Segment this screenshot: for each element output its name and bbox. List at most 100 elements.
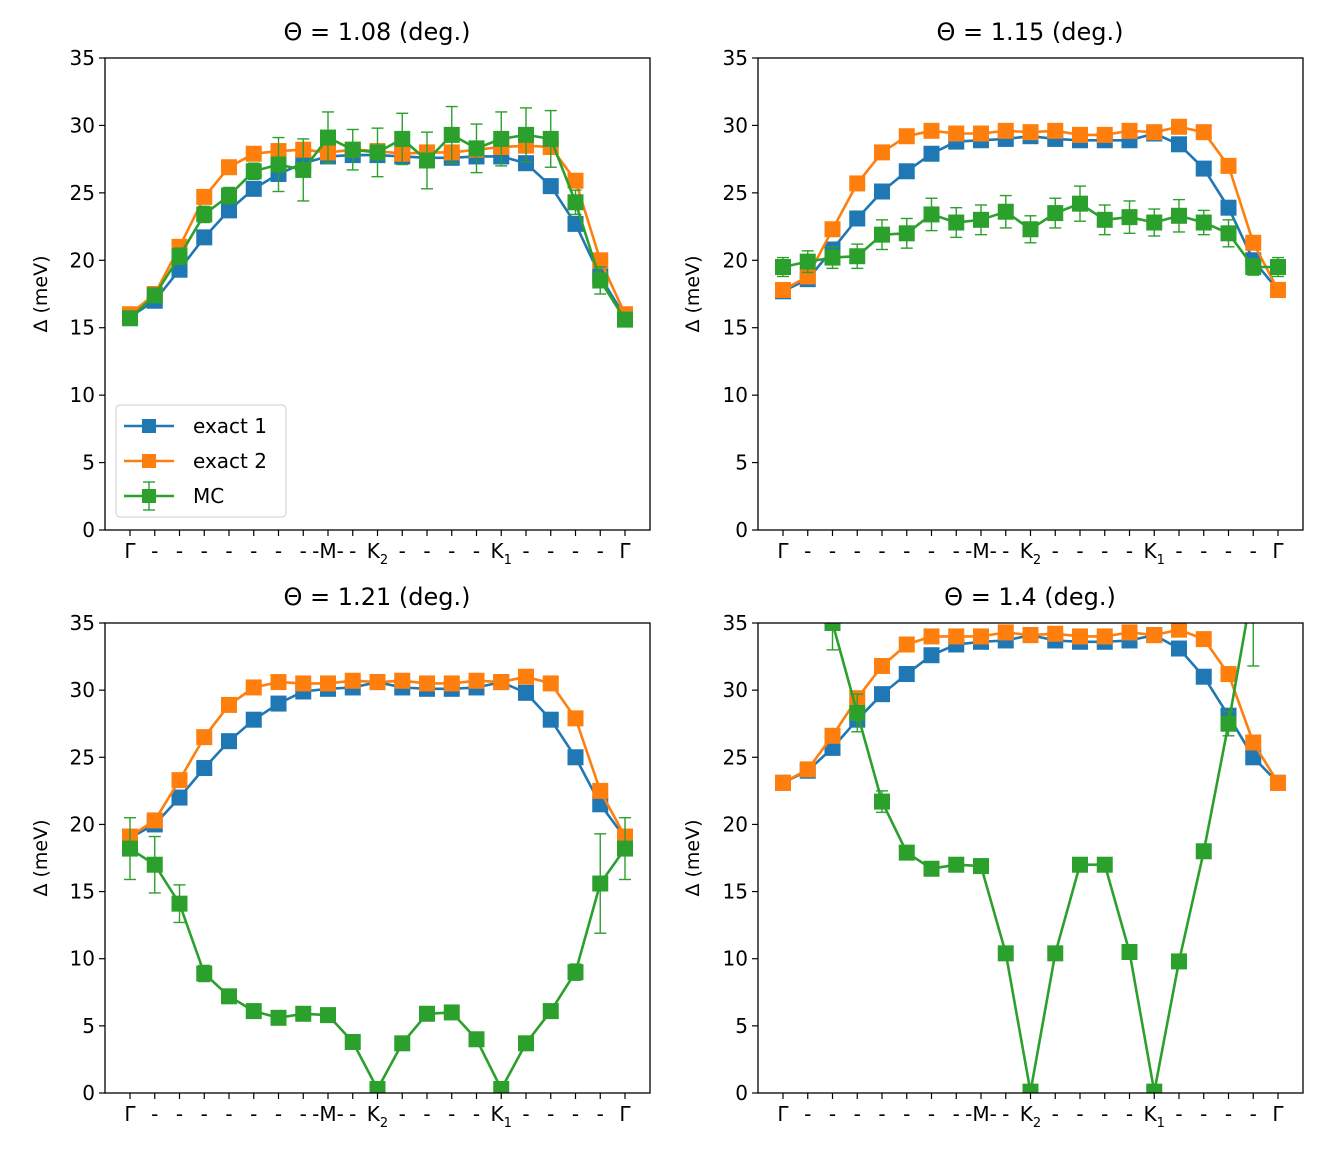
x-tick-label: - [275,1102,282,1126]
data-point [196,760,213,777]
x-tick-label: - [1200,1102,1207,1126]
x-tick-label: - [176,1102,183,1126]
data-point [295,161,312,178]
x-tick-label: Γ [1272,1102,1284,1126]
legend-label-exact-1: exact 1 [193,414,267,438]
data-point [196,229,213,246]
data-point [973,628,989,645]
x-tick-label: K1 [1144,1102,1165,1131]
data-point [221,159,237,176]
y-tick-label: 5 [735,1014,748,1038]
x-tick-label: - [423,539,430,563]
x-tick-label: - [522,1102,529,1126]
series-exact-2 [775,623,1286,791]
x-tick-label: -M- [312,539,344,563]
legend: exact 1 exact 2 MC [115,404,287,518]
data-point [419,675,435,692]
data-point [592,272,609,289]
data-point [443,675,460,692]
x-tick-label: - [903,539,910,563]
data-point [320,675,336,692]
data-point [1022,1083,1039,1093]
data-point [369,1080,386,1093]
x-tick-label: - [1126,539,1133,563]
x-tick-label: - [399,539,406,563]
data-point [542,1003,559,1020]
data-point [1121,944,1138,960]
data-point [344,141,361,158]
x-tick-label: - [854,539,861,563]
data-point [997,122,1014,139]
data-point [849,175,866,192]
x-tick-label: -M- [965,1102,997,1126]
data-point [1047,122,1064,139]
data-point [824,739,841,756]
y-tick-label: 30 [70,678,95,702]
y-tick-label: 0 [735,518,748,542]
series-mc [122,105,633,328]
legend-entry-mc: MC [124,481,224,511]
data-point [146,287,163,304]
data-point [221,988,237,1005]
data-point [923,647,940,664]
x-tick-label: - [878,539,885,563]
data-point [493,674,510,691]
panel-2-title: Θ = 1.15 (deg.) [937,18,1124,46]
data-point [394,1035,411,1052]
data-point [874,793,890,810]
legend-box [115,404,287,518]
data-point [419,1005,435,1022]
data-point [874,144,890,161]
data-point [592,782,609,799]
data-point [1171,640,1187,657]
y-tick-label: 25 [723,745,748,769]
x-tick-label: - [1002,1102,1009,1126]
data-point [923,628,940,645]
x-tick-label: - [349,539,356,563]
data-point [1270,259,1286,276]
series-exact-1 [775,125,1286,300]
series-line-mc [831,623,1248,1093]
data-point [1270,440,1286,456]
data-point [948,125,965,142]
y-tick-label: 35 [70,46,95,70]
x-tick-label: - [1225,1102,1232,1126]
data-point [344,672,361,689]
data-point [270,674,287,691]
x-tick-label: Γ [619,1102,631,1126]
data-point [518,684,534,701]
data-point [369,674,386,691]
data-point [369,144,386,161]
data-point [1146,214,1163,231]
x-tick-label: - [953,1102,960,1126]
x-tick-label: - [275,539,282,563]
y-tick-label: 15 [723,316,748,340]
data-point [775,774,791,791]
data-point [898,128,915,145]
x-tick-label: Γ [777,539,789,563]
data-point [874,226,890,243]
data-point [221,733,237,750]
x-tick-label: Γ [124,1102,136,1126]
x-tick-label: - [1052,1102,1059,1126]
data-point [1121,624,1138,641]
data-point [592,875,609,892]
x-tick-label: - [547,539,554,563]
data-point [171,895,188,912]
data-point [245,163,262,180]
data-point [1096,126,1113,143]
y-tick-label: 20 [70,248,95,272]
data-point [1146,124,1163,141]
data-point [898,636,915,653]
x-tick-label: - [225,1102,232,1126]
x-tick-label: - [151,1102,158,1126]
y-tick-label: 25 [70,745,95,769]
data-point [775,259,791,276]
x-tick-label: K2 [367,1102,388,1131]
data-point [973,211,989,228]
data-point [997,945,1014,962]
data-point [1195,668,1212,685]
x-tick-label: - [878,1102,885,1126]
data-point [1072,126,1088,143]
